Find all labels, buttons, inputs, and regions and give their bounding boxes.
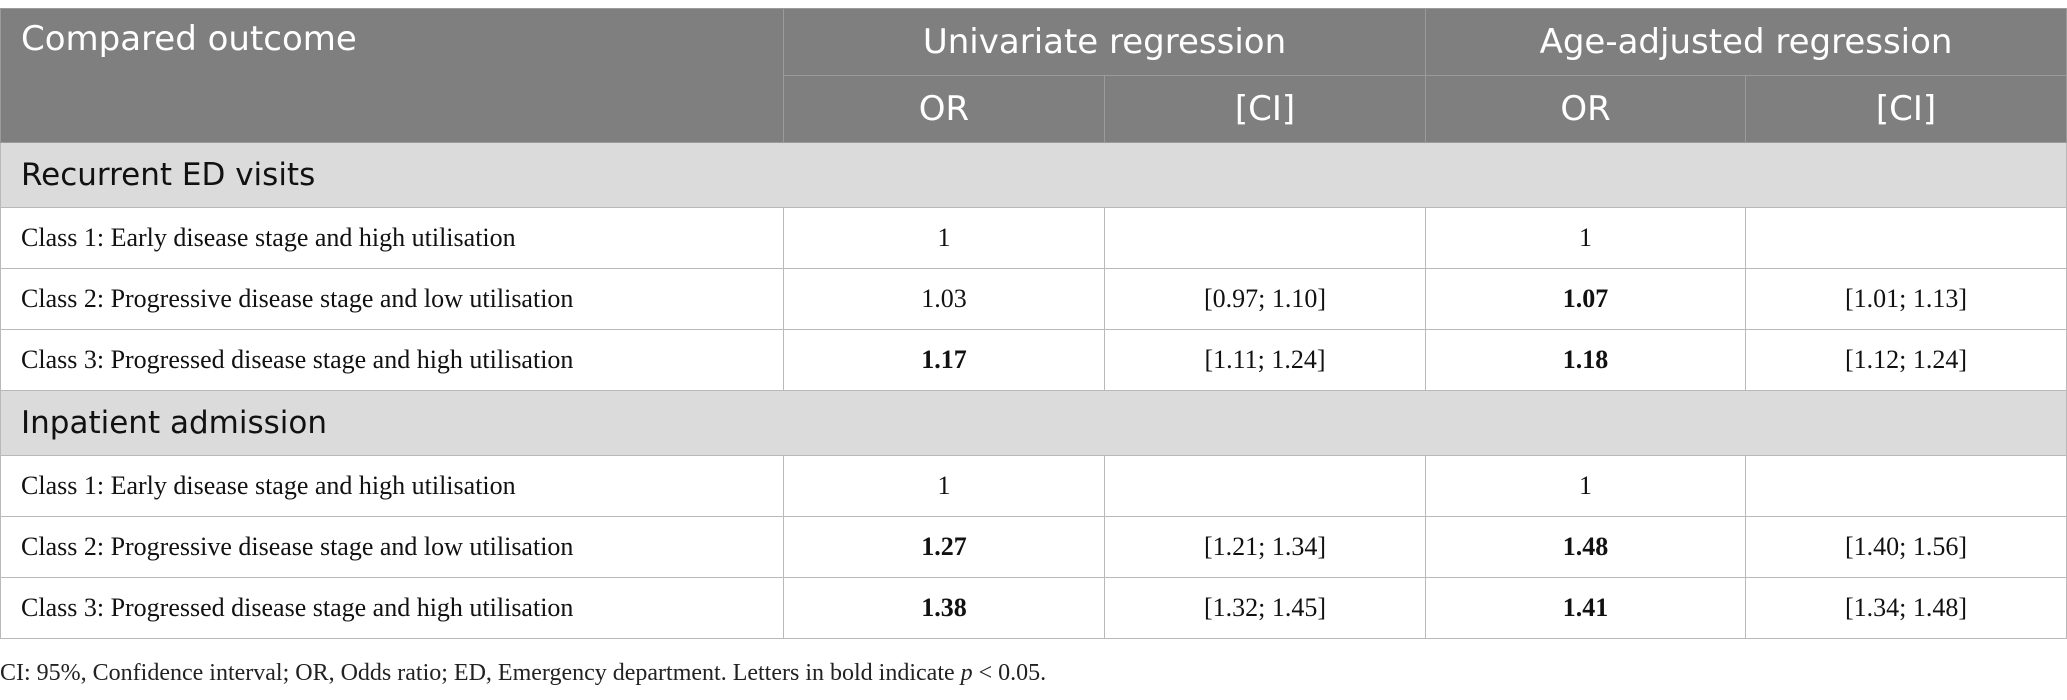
univariate-or-cell: 1.27 [783,516,1105,578]
table-row: Class 2: Progressive disease stage and l… [0,516,2067,578]
header-univariate-ci: [CI] [1103,75,1427,143]
footnote-p-symbol: p [960,660,973,686]
adjusted-ci-cell: [1.12; 1.24] [1745,329,2067,391]
header-univariate-regression: Univariate regression [782,8,1427,76]
adjusted-ci-cell: [1.01; 1.13] [1745,268,2067,330]
section-title: Inpatient admission [0,390,2067,456]
univariate-or-cell: 1 [783,455,1105,517]
header-compared-outcome: Compared outcome [0,8,784,143]
univariate-ci-cell [1103,455,1427,517]
row-label: Class 2: Progressive disease stage and l… [0,268,784,330]
footnote-threshold: < 0.05. [972,660,1047,686]
row-label: Class 3: Progressed disease stage and hi… [0,329,784,391]
table-body: Recurrent ED visits Class 1: Early disea… [0,142,2067,639]
table-container: Compared outcome Univariate regression A… [0,8,2067,639]
results-table: Compared outcome Univariate regression A… [0,8,2067,639]
table-row: Class 3: Progressed disease stage and hi… [0,329,2067,391]
adjusted-or-cell: 1.41 [1425,577,1747,639]
table-row: Class 1: Early disease stage and high ut… [0,207,2067,269]
univariate-ci-cell: [0.97; 1.10] [1103,268,1427,330]
header-age-adjusted-regression: Age-adjusted regression [1425,8,2067,76]
section-row-inpatient-admission: Inpatient admission [0,390,2067,456]
adjusted-or-cell: 1.48 [1425,516,1747,578]
row-label: Class 2: Progressive disease stage and l… [0,516,784,578]
adjusted-or-cell: 1 [1425,207,1747,269]
univariate-or-cell: 1.38 [783,577,1105,639]
table-row: Class 1: Early disease stage and high ut… [0,455,2067,517]
header-univariate-or: OR [783,75,1105,143]
adjusted-or-cell: 1.18 [1425,329,1747,391]
header-adjusted-ci: [CI] [1745,75,2067,143]
table-row: Class 2: Progressive disease stage and l… [0,268,2067,330]
univariate-or-cell: 1.17 [783,329,1105,391]
table-header: Compared outcome Univariate regression A… [0,8,2067,143]
row-label: Class 1: Early disease stage and high ut… [0,207,784,269]
univariate-ci-cell: [1.11; 1.24] [1103,329,1427,391]
univariate-ci-cell [1103,207,1427,269]
footnote-text: CI: 95%, Confidence interval; OR, Odds r… [0,660,961,686]
univariate-or-cell: 1.03 [783,268,1105,330]
section-title: Recurrent ED visits [0,142,2067,208]
univariate-ci-cell: [1.32; 1.45] [1103,577,1427,639]
univariate-ci-cell: [1.21; 1.34] [1103,516,1427,578]
adjusted-ci-cell [1745,455,2067,517]
table-footnote: CI: 95%, Confidence interval; OR, Odds r… [0,660,1046,687]
row-label: Class 1: Early disease stage and high ut… [0,455,784,517]
univariate-or-cell: 1 [783,207,1105,269]
adjusted-ci-cell: [1.34; 1.48] [1745,577,2067,639]
adjusted-ci-cell [1745,207,2067,269]
row-label: Class 3: Progressed disease stage and hi… [0,577,784,639]
adjusted-ci-cell: [1.40; 1.56] [1745,516,2067,578]
header-adjusted-or: OR [1425,75,1747,143]
section-row-recurrent-ed-visits: Recurrent ED visits [0,142,2067,208]
header-row-2: OR [CI] OR [CI] [1,75,2067,143]
adjusted-or-cell: 1 [1425,455,1747,517]
table-row: Class 3: Progressed disease stage and hi… [0,577,2067,639]
adjusted-or-cell: 1.07 [1425,268,1747,330]
header-row-1: Compared outcome Univariate regression A… [0,8,2067,143]
